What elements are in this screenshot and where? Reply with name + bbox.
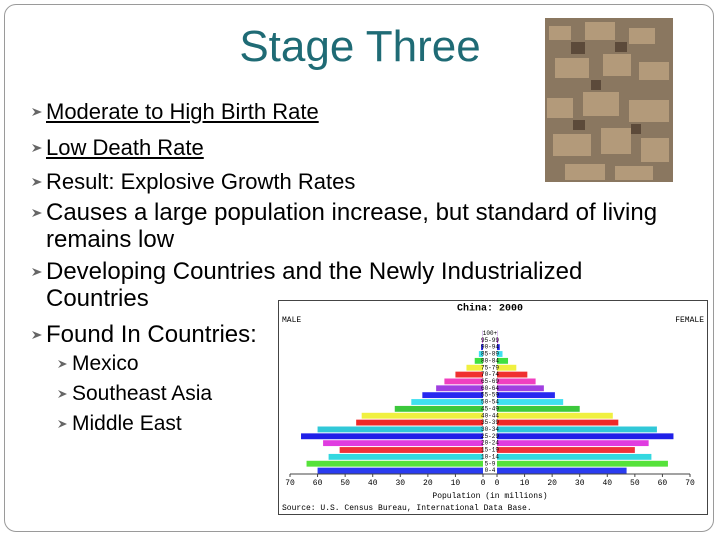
female-bar (497, 351, 503, 357)
female-bar (497, 433, 674, 440)
male-bar (474, 357, 483, 364)
female-bar (497, 357, 509, 364)
age-label: 5-9 (485, 460, 496, 467)
sub-bullet: Middle East (72, 412, 182, 435)
female-bar (497, 392, 555, 399)
x-tick-label: 30 (575, 479, 585, 488)
male-bar (361, 412, 483, 419)
x-tick-label: 10 (451, 479, 461, 488)
age-label: 55-59 (481, 392, 499, 399)
bullet: Causes a large population increase, but … (46, 199, 658, 253)
female-bar (497, 447, 635, 453)
female-bar (497, 419, 619, 426)
age-label: 40-44 (481, 412, 499, 419)
male-bar (356, 419, 483, 426)
age-label: 45-49 (481, 405, 499, 412)
x-tick-label: 60 (313, 479, 323, 488)
male-bar (478, 351, 483, 357)
x-tick-label: 50 (630, 479, 640, 488)
bullet: Low Death Rate (46, 135, 204, 160)
female-bar (497, 440, 649, 447)
male-bar (444, 378, 483, 385)
female-bar (497, 337, 499, 344)
age-label: 50-54 (481, 399, 499, 406)
slide-frame (4, 4, 714, 532)
age-label: 30-34 (481, 426, 499, 433)
age-label: 10-14 (481, 453, 499, 460)
female-bar (497, 364, 517, 371)
left-label: MALE (282, 316, 301, 325)
age-label: 95-99 (481, 337, 499, 344)
female-bar (497, 399, 564, 405)
male-bar (301, 433, 483, 440)
x-tick-label: 0 (495, 479, 500, 488)
sub-bullet: Southeast Asia (72, 382, 213, 405)
age-label: 15-19 (481, 447, 499, 454)
male-bar (328, 453, 483, 460)
bullet: Result: Explosive Growth Rates (46, 169, 356, 194)
age-label: 85-89 (481, 351, 499, 358)
female-bar (497, 344, 500, 351)
population-pyramid: China: 2000 MALE FEMALE Population (in m… (278, 300, 708, 515)
male-bar (481, 344, 483, 351)
chart-title: China: 2000 (457, 303, 523, 315)
x-axis-label: Population (in millions) (432, 492, 547, 501)
age-label: 80-84 (481, 357, 499, 364)
x-tick-label: 50 (340, 479, 350, 488)
male-bar (394, 405, 483, 412)
age-label: 100+ (483, 330, 498, 337)
x-tick-label: 40 (368, 479, 378, 488)
male-bar (339, 447, 483, 453)
age-label: 20-24 (481, 440, 499, 447)
male-bar (482, 337, 483, 344)
male-bar (411, 399, 483, 405)
male-bar (436, 385, 483, 392)
sub-bullet: Mexico (72, 352, 139, 375)
age-label: 0-4 (485, 467, 496, 474)
favela-photo (545, 18, 673, 182)
male-bar (317, 426, 483, 433)
male-bar (323, 440, 483, 447)
age-label: 65-69 (481, 378, 499, 385)
female-bar (497, 426, 657, 433)
female-bar (497, 467, 627, 474)
x-tick-label: 70 (285, 479, 295, 488)
bullet: Developing Countries and the Newly Indus… (46, 258, 583, 312)
female-bar (497, 405, 580, 412)
age-label: 90-94 (481, 344, 499, 351)
bullet: Moderate to High Birth Rate (46, 99, 319, 124)
male-bar (317, 467, 483, 474)
age-label: 60-64 (481, 385, 499, 392)
male-bar (455, 371, 483, 378)
x-tick-label: 20 (547, 479, 557, 488)
female-bar (497, 371, 528, 378)
x-tick-label: 30 (395, 479, 405, 488)
right-label: FEMALE (675, 316, 704, 325)
age-label: 75-79 (481, 364, 499, 371)
x-tick-label: 60 (658, 479, 668, 488)
source-note: Source: U.S. Census Bureau, Internationa… (282, 504, 532, 513)
x-tick-label: 20 (423, 479, 433, 488)
x-tick-label: 10 (520, 479, 530, 488)
x-tick-label: 0 (481, 479, 486, 488)
x-tick-label: 40 (602, 479, 612, 488)
female-bar (497, 412, 613, 419)
age-label: 70-74 (481, 371, 499, 378)
male-bar (466, 364, 483, 371)
slide-title: Stage Three (239, 22, 481, 71)
chart-frame (278, 300, 708, 515)
female-bar (497, 453, 652, 460)
x-tick-label: 70 (685, 479, 695, 488)
male-bar (422, 392, 483, 399)
female-bar (497, 378, 536, 385)
age-label: 25-29 (481, 433, 499, 440)
female-bar (497, 460, 668, 467)
male-bar (306, 460, 483, 467)
age-label: 35-39 (481, 419, 499, 426)
female-bar (497, 385, 544, 392)
bullet: Found In Countries: (46, 321, 257, 348)
